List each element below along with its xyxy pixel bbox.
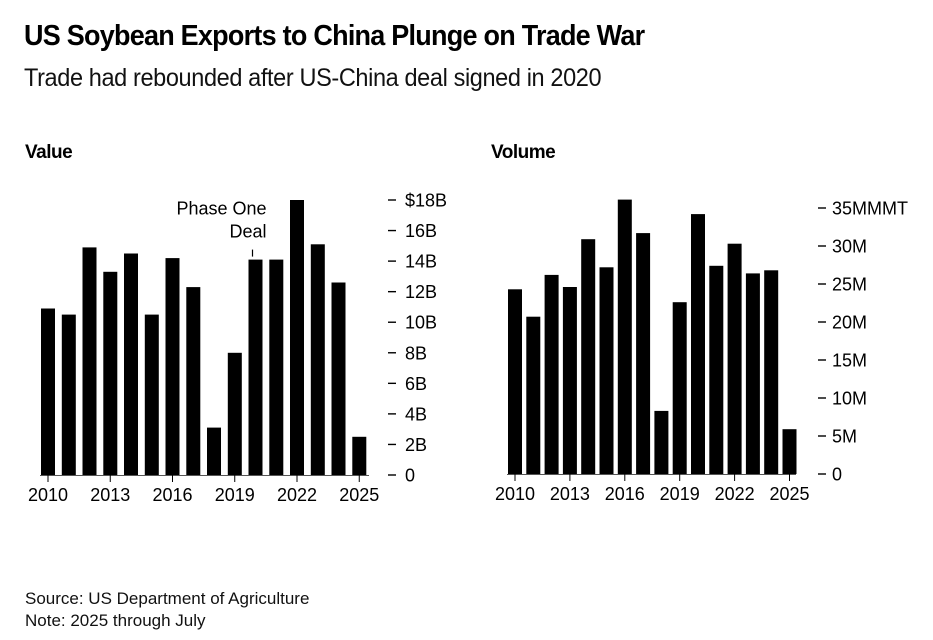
bar-2015 — [599, 267, 614, 474]
bar-2016 — [165, 258, 180, 475]
bar-2016 — [617, 199, 632, 474]
bar-2025 — [782, 429, 797, 474]
y-tick-label: 12B — [405, 282, 437, 302]
y-tick-label: 2B — [405, 435, 427, 455]
y-tick-label: 25M — [832, 275, 867, 295]
bar-2025 — [352, 436, 367, 475]
bar-2020 — [248, 259, 263, 475]
bar-2010 — [41, 308, 55, 475]
bar-2011 — [61, 314, 76, 475]
chart-title: US Soybean Exports to China Plunge on Tr… — [24, 20, 645, 52]
bar-2022 — [727, 243, 742, 474]
chart-subtitle: Trade had rebounded after US-China deal … — [24, 64, 602, 92]
annotation-label: Phase One — [176, 199, 266, 219]
y-tick-label: 20M — [832, 313, 867, 333]
source-note: Source: US Department of Agriculture — [25, 589, 310, 608]
y-tick-label: 0 — [405, 466, 415, 486]
annotation-label: Deal — [229, 222, 266, 242]
y-tick-label: 6B — [405, 374, 427, 394]
x-tick-label: 2016 — [605, 484, 645, 504]
bar-2021 — [269, 259, 284, 475]
x-tick-label: 2010 — [28, 485, 68, 505]
bar-2017 — [186, 287, 201, 475]
x-tick-label: 2022 — [277, 485, 317, 505]
bar-2015 — [144, 314, 159, 475]
y-tick-label: 8B — [405, 343, 427, 363]
y-tick-label: 10B — [405, 313, 437, 333]
bar-2013 — [562, 287, 577, 474]
bar-2019 — [227, 352, 242, 475]
bar-2010 — [508, 289, 522, 474]
x-tick-label: 2019 — [215, 485, 255, 505]
bar-2017 — [636, 233, 651, 474]
bar-2022 — [290, 200, 304, 475]
y-tick-label: 30M — [832, 237, 867, 257]
bar-2012 — [544, 274, 559, 474]
bar-2019 — [672, 302, 687, 474]
x-tick-label: 2022 — [715, 484, 755, 504]
x-tick-label: 2010 — [495, 484, 535, 504]
y-tick-label: 35MMMT — [832, 199, 908, 219]
bar-2018 — [654, 410, 669, 474]
y-tick-label: 15M — [832, 351, 867, 371]
x-tick-label: 2013 — [550, 484, 590, 504]
y-tick-label: 0 — [832, 465, 842, 485]
bar-2023 — [745, 273, 760, 474]
bar-2024 — [331, 282, 346, 475]
y-tick-label: $18B — [405, 191, 447, 211]
bar-2020 — [691, 214, 705, 474]
footnote: Note: 2025 through July — [25, 611, 206, 630]
y-tick-label: 14B — [405, 252, 437, 272]
volume-panel-title: Volume — [491, 142, 556, 163]
volume-chart: 2010 2013 2016 2019 2022 2025 0 5M 10M 15M 20M 25M 3… — [495, 199, 908, 505]
bar-2023 — [310, 244, 325, 475]
x-tick-label: 2016 — [152, 485, 192, 505]
x-tick-label: 2013 — [90, 485, 130, 505]
y-tick-label: 16B — [405, 221, 437, 241]
bar-2024 — [764, 270, 779, 474]
bar-2011 — [526, 316, 541, 474]
x-tick-label: 2025 — [769, 484, 809, 504]
y-tick-label: 5M — [832, 427, 857, 447]
bar-2014 — [581, 239, 596, 474]
value-panel-title: Value — [25, 142, 73, 163]
bar-2014 — [124, 253, 138, 475]
bar-2021 — [709, 265, 724, 474]
value-chart: 2010 2013 2016 2019 2022 2025 0 2B 4B 6B 8B 10B 12B 1… — [28, 191, 447, 506]
y-tick-label: 10M — [832, 389, 867, 409]
bar-2018 — [207, 427, 221, 475]
bar-2013 — [103, 271, 118, 475]
bar-2012 — [82, 247, 97, 475]
x-tick-label: 2019 — [660, 484, 700, 504]
x-tick-label: 2025 — [339, 485, 379, 505]
y-tick-label: 4B — [405, 404, 427, 424]
